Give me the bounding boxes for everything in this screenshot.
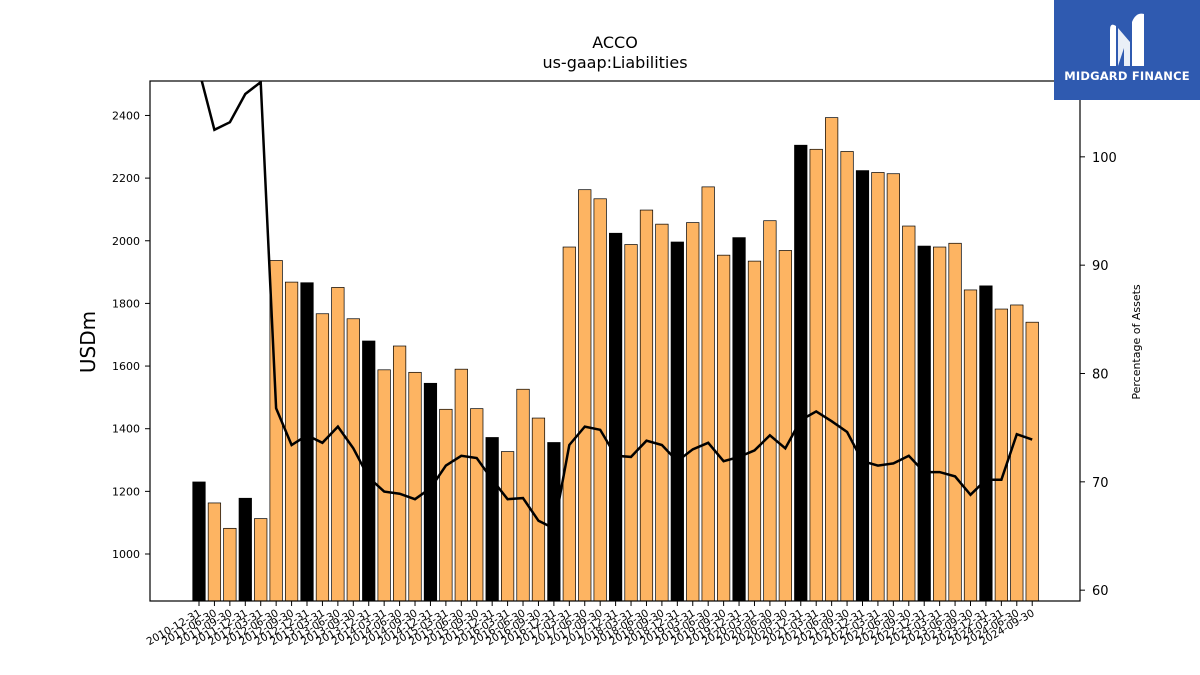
y-tick-label: 1200: [112, 485, 140, 498]
bar-2016-03-31: [501, 451, 515, 602]
y2-tick-label: 80: [1092, 368, 1109, 383]
bar-2021-09-30: [840, 151, 854, 602]
y2-tick-label: 100: [1092, 151, 1117, 166]
bar-2020-06-30: [763, 220, 777, 602]
y-tick-label: 2400: [112, 109, 140, 122]
bar-2016-09-30: [531, 417, 546, 602]
y-tick-label: 2200: [112, 172, 140, 185]
bar-2017-06-30: [578, 189, 592, 602]
bar-2023-06-30: [948, 242, 962, 602]
bar-2024-06-30: [1010, 304, 1024, 602]
y-axis-label: USDm: [76, 311, 100, 373]
bar-2016-06-30: [516, 388, 530, 602]
brand-logo: MIDGARD FINANCE: [1054, 0, 1200, 100]
y-tick-label: 1600: [112, 360, 140, 373]
line-series: [200, 81, 1033, 531]
bar-2015-06-30: [454, 368, 468, 602]
bar-2018-09-30: [655, 223, 669, 602]
bar-2019-06-30: [701, 186, 715, 602]
bar-2019-09-30: [717, 254, 731, 602]
bar-2023-03-31: [933, 246, 947, 602]
brand-name: MIDGARD FINANCE: [1064, 69, 1190, 83]
bar-2017-09-30: [593, 198, 607, 602]
y-tick-label: 1400: [112, 423, 140, 436]
bar-2018-06-30: [639, 209, 654, 602]
bar-2022-09-30: [902, 225, 916, 602]
bar-2019-12-31: [732, 237, 746, 602]
y2-tick-label: 70: [1092, 476, 1109, 491]
bar-2012-12-31: [300, 282, 314, 602]
y2-tick-label: 90: [1092, 259, 1109, 274]
bar-2022-06-30: [886, 173, 900, 602]
bar-2011-09-30: [223, 527, 237, 602]
bar-2021-03-31: [809, 148, 823, 602]
bar-2018-03-31: [624, 244, 638, 602]
bar-2017-12-31: [609, 232, 623, 602]
bar-series: [192, 117, 1039, 602]
bar-2020-12-31: [794, 144, 808, 602]
midgard-m-logo-icon: [1110, 13, 1144, 67]
bar-2012-03-31: [254, 518, 268, 602]
y2-tick-label: 60: [1092, 584, 1109, 599]
bar-2020-03-31: [747, 260, 762, 602]
bar-2011-06-30: [207, 502, 222, 602]
chart-subtitle: us-gaap:Liabilities: [542, 53, 687, 72]
bar-2022-03-31: [871, 172, 885, 602]
bar-2013-09-30: [346, 318, 360, 602]
bar-2013-03-31: [315, 313, 330, 602]
bar-2023-12-31: [979, 285, 993, 602]
y-tick-label: 2000: [112, 235, 140, 248]
axes: 1000 1200 1400 1600 1800 2000 2200 2400 60 70 80 90…: [112, 80, 1117, 648]
bar-2015-03-31: [439, 408, 453, 602]
bar-2014-06-30: [392, 345, 407, 602]
y2-axis-label: Percentage of Assets: [1130, 284, 1143, 400]
bar-2015-09-30: [470, 408, 484, 602]
bar-2024-03-31: [994, 308, 1008, 602]
bar-2013-06-30: [331, 287, 345, 602]
bar-2020-09-30: [778, 250, 792, 602]
y-tick-label: 1000: [112, 548, 140, 561]
bar-2010-12-31: [192, 481, 206, 602]
bar-2014-03-31: [377, 369, 391, 602]
bar-2018-12-31: [670, 241, 684, 602]
bar-2011-12-31: [238, 497, 252, 602]
bar-2022-12-31: [917, 245, 931, 602]
percentage-of-assets-line: [200, 81, 1033, 531]
bar-2021-06-30: [825, 117, 839, 602]
bar-2021-12-31: [855, 170, 870, 602]
bar-2017-03-31: [562, 246, 576, 602]
bar-2024-09-30: [1025, 321, 1039, 602]
y-tick-label: 1800: [112, 297, 140, 310]
bar-2019-03-31: [686, 222, 700, 602]
bar-2014-09-30: [408, 371, 422, 602]
bar-2023-09-30: [963, 289, 978, 602]
bar-2015-12-31: [485, 437, 499, 602]
plot-frame: [149, 80, 1081, 602]
chart-title: ACCO: [592, 33, 638, 52]
